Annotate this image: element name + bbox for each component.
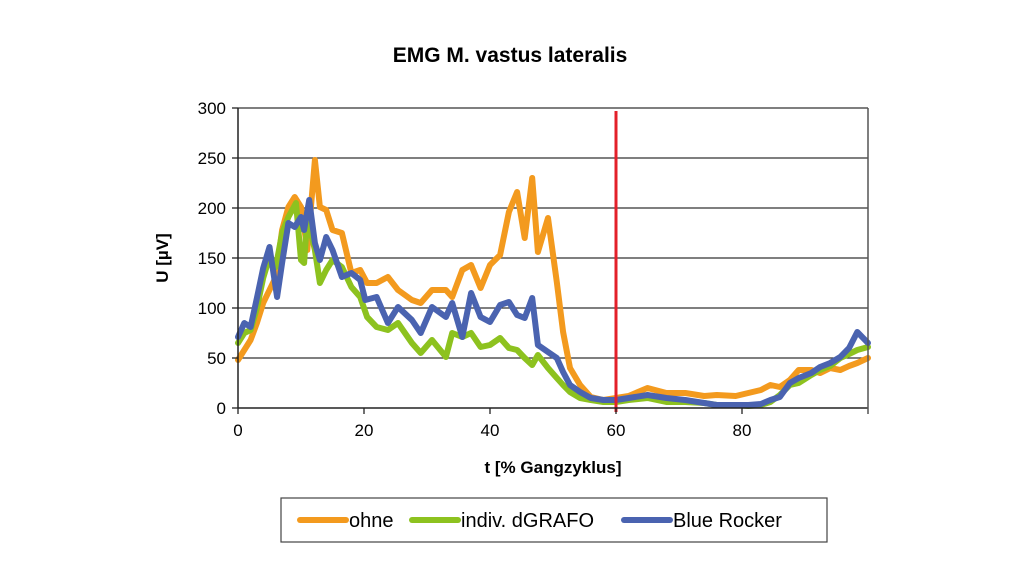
y-tick-label: 300	[198, 99, 226, 118]
y-tick-label: 150	[198, 249, 226, 268]
y-tick-label: 250	[198, 149, 226, 168]
legend-box	[280, 497, 828, 543]
series-line-blue-rocker	[235, 197, 871, 408]
legend-label: ohne	[349, 510, 394, 532]
axes	[232, 107, 869, 414]
series-line-ohne	[235, 157, 871, 403]
x-tick-label: 60	[607, 421, 626, 440]
legend-label: indiv. dGRAFO	[461, 510, 594, 532]
y-tick-labels: 0 50 100 150 200 250 300	[198, 99, 226, 418]
x-tick-label: 80	[733, 421, 752, 440]
legend: ohne indiv. dGRAFO Blue Rocker	[280, 497, 828, 543]
y-tick-label: 100	[198, 299, 226, 318]
chart-title: EMG M. vastus lateralis	[393, 44, 628, 67]
y-tick-label: 0	[217, 399, 226, 418]
x-tick-label: 0	[233, 421, 242, 440]
x-tick-label: 20	[355, 421, 374, 440]
x-axis-label: t [% Gangzyklus]	[485, 458, 622, 477]
y-tick-label: 200	[198, 199, 226, 218]
x-tick-label: 40	[481, 421, 500, 440]
y-axis-label: U [µV]	[153, 233, 172, 282]
y-tick-label: 50	[207, 349, 226, 368]
series-lines	[235, 157, 871, 409]
legend-label: Blue Rocker	[673, 510, 782, 532]
x-tick-labels: 0 20 40 60 80	[233, 421, 751, 440]
